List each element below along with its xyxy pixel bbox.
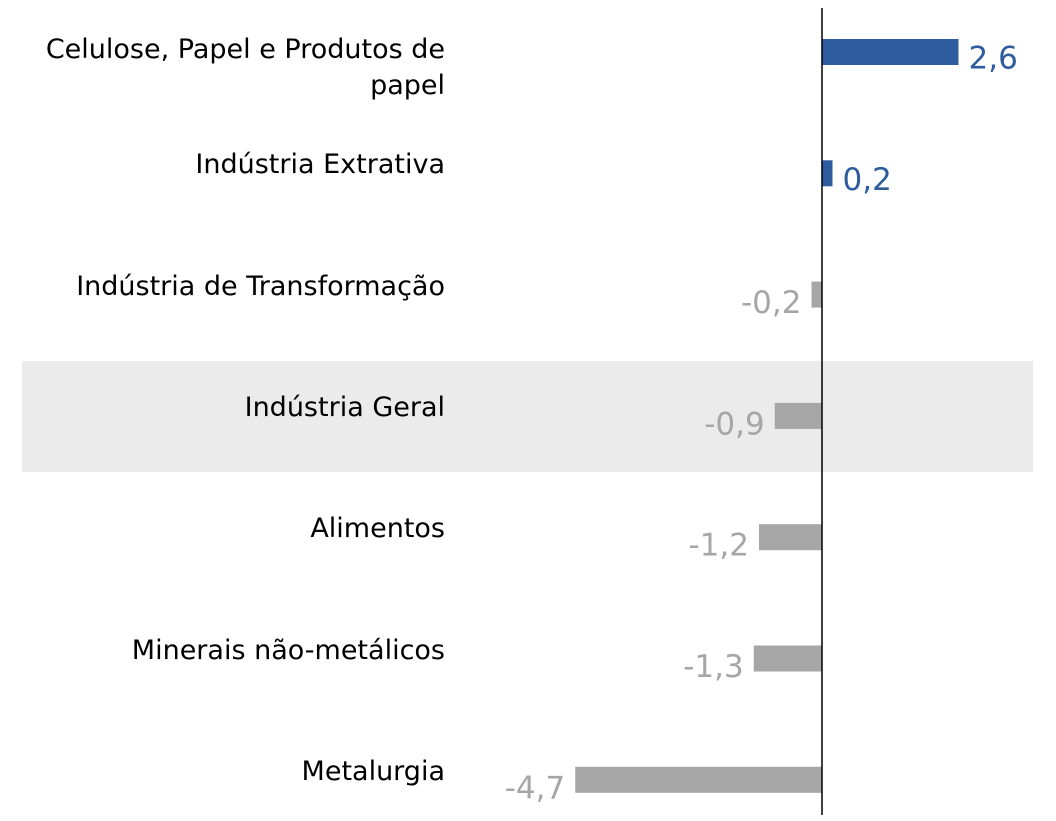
- category-label: Minerais não-metálicos: [131, 634, 445, 666]
- highlight-band: [22, 360, 1033, 472]
- bar: [811, 281, 822, 308]
- bar: [822, 160, 833, 187]
- category-label: Celulose, Papel e Produtos de papel: [45, 34, 445, 101]
- bar: [753, 645, 822, 672]
- category-label: Metalurgia: [301, 755, 445, 787]
- value-label: -1,3: [683, 649, 744, 685]
- category-label: Indústria de Transformação: [76, 270, 445, 302]
- bar: [774, 402, 822, 429]
- value-label: -4,7: [505, 770, 566, 806]
- value-label: 0,2: [843, 162, 892, 198]
- bar: [822, 39, 959, 65]
- bar: [575, 766, 822, 793]
- category-label: Indústria Geral: [244, 391, 445, 423]
- category-label: Alimentos: [310, 513, 445, 545]
- value-label: -0,2: [741, 285, 802, 321]
- value-label: -1,2: [689, 528, 750, 564]
- category-label: Indústria Extrativa: [195, 149, 445, 181]
- value-label: 2,6: [969, 41, 1018, 77]
- bar: [759, 524, 822, 551]
- value-label: -0,9: [704, 406, 765, 442]
